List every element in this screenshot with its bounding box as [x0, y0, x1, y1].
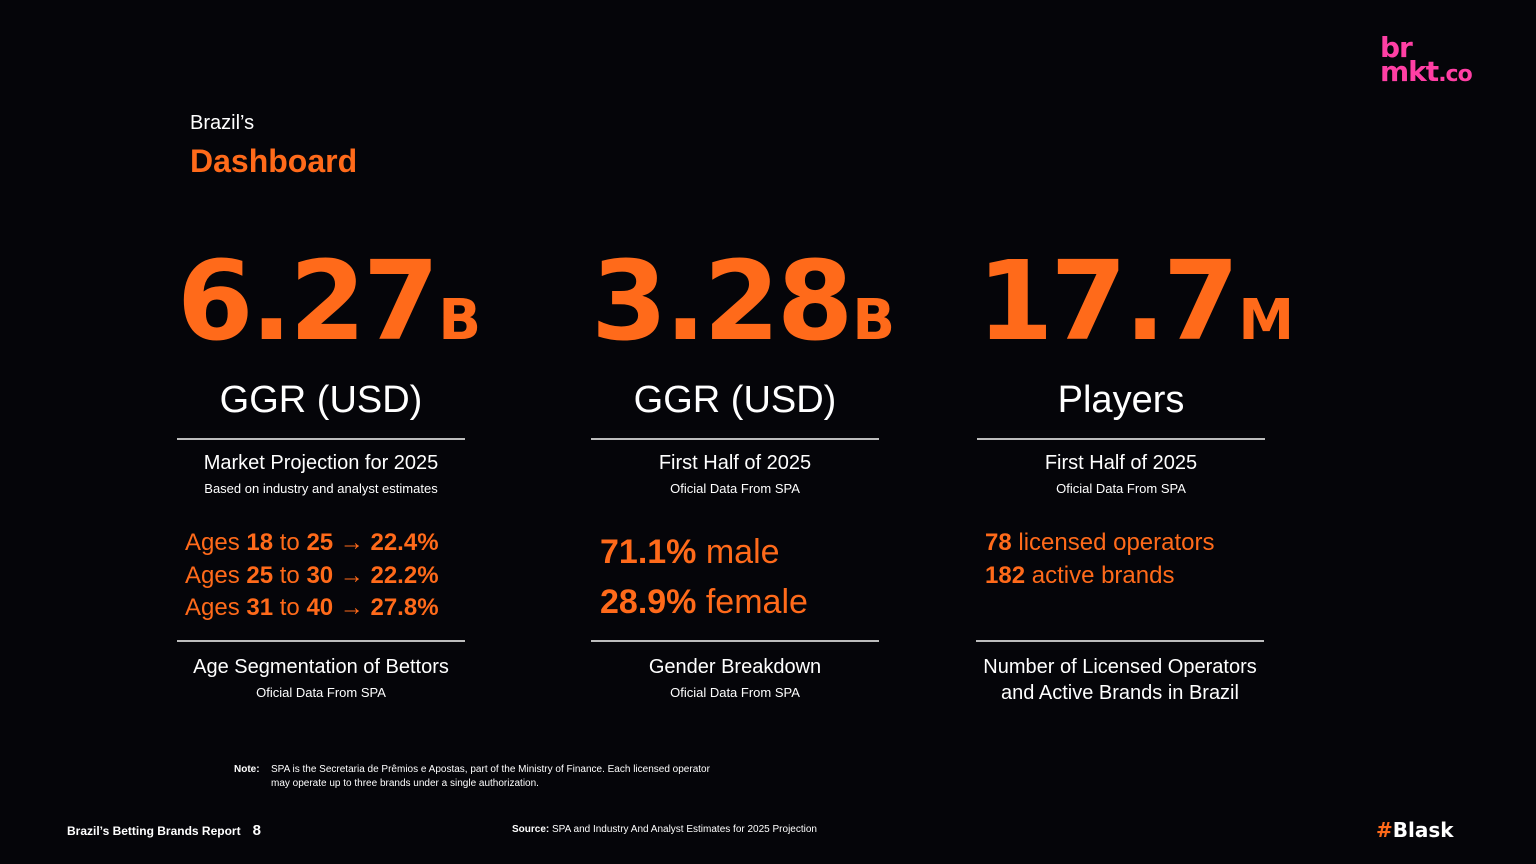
gender-label: female — [696, 583, 808, 621]
gender-source: Oficial Data From SPA — [670, 685, 800, 700]
footnote-text: SPA is the Secretaria de Prêmios e Apost… — [271, 764, 710, 789]
age-from: 31 — [246, 594, 274, 621]
metric-note: Based on industry and analyst estimates — [204, 481, 438, 496]
metric-number: 6.27 — [177, 237, 439, 365]
report-footer: Brazil’s Betting Brands Report 8 — [67, 822, 261, 839]
operators-row: 78 licensed operators — [985, 527, 1214, 560]
divider — [591, 640, 879, 642]
age-from: 25 — [246, 561, 274, 589]
arrow-icon: → — [333, 594, 371, 621]
metric-label: Players — [1057, 379, 1185, 421]
gender-pct: 71.1% — [600, 533, 697, 571]
logo-mkt: mkt — [1380, 55, 1439, 88]
age-pct: 22.2% — [370, 561, 439, 589]
metric-suffix: B — [438, 288, 482, 353]
metric-label: GGR (USD) — [219, 379, 423, 421]
age-source: Oficial Data From SPA — [256, 685, 386, 700]
metric-subtitle: First Half of 2025 — [658, 452, 812, 474]
age-prefix: Ages — [185, 594, 247, 621]
metric-subtitle: Market Projection for 2025 — [203, 452, 439, 474]
gender-row: 71.1% male — [600, 527, 808, 577]
age-row: Ages 25 to 30 → 22.2% — [185, 560, 439, 593]
gender-caption: Gender Breakdown — [648, 656, 822, 678]
page-number: 8 — [252, 822, 261, 839]
divider — [591, 438, 879, 440]
logo-line-1: br — [1380, 31, 1413, 64]
age-to-word: to — [273, 529, 307, 556]
brands-count: 182 — [985, 561, 1026, 589]
age-pct: 27.8% — [370, 594, 439, 621]
arrow-icon: → — [333, 529, 371, 556]
logo-co: .co — [1438, 62, 1473, 87]
age-caption: Age Segmentation of Bettors — [193, 656, 449, 678]
age-pct: 22.4% — [370, 529, 439, 556]
logo-line-2: mkt.co — [1380, 58, 1473, 87]
operators-list: 78 licensed operators 182 active brands — [985, 527, 1214, 592]
source-label: Source: — [512, 824, 550, 835]
divider — [976, 640, 1264, 642]
age-prefix: Ages — [185, 561, 247, 589]
divider — [977, 438, 1265, 440]
operators-count: 78 — [985, 529, 1012, 556]
metric-value: 17.7M — [977, 246, 1294, 376]
source-text: SPA and Industry And Analyst Estimates f… — [549, 824, 817, 835]
age-to: 30 — [306, 561, 334, 589]
source-line: Source: SPA and Industry And Analyst Est… — [512, 824, 817, 835]
gender-row: 28.9% female — [600, 577, 808, 627]
age-row: Ages 31 to 40 → 27.8% — [185, 592, 439, 625]
metric-card-first-half-ggr: 3.28B GGR (USD) First Half of 2025 Ofici… — [591, 246, 895, 498]
metric-note: Oficial Data From SPA — [670, 481, 800, 496]
arrow-icon: → — [333, 561, 371, 589]
blask-name: Blask — [1392, 818, 1454, 842]
blask-hash: # — [1376, 818, 1393, 842]
metric-subtitle: First Half of 2025 — [1044, 452, 1198, 474]
age-to-word: to — [273, 561, 307, 589]
age-from: 18 — [246, 529, 274, 556]
gender-caption-block: Gender Breakdown Oficial Data From SPA — [591, 640, 879, 702]
metric-value: 6.27B — [177, 246, 481, 376]
operators-caption-line-1: Number of Licensed Operators — [983, 656, 1257, 678]
operators-label: licensed operators — [1011, 529, 1215, 556]
footnote-label: Note: — [234, 764, 260, 775]
divider — [177, 640, 465, 642]
age-row: Ages 18 to 25 → 22.4% — [185, 527, 439, 560]
gender-breakdown-list: 71.1% male 28.9% female — [600, 527, 808, 627]
metric-suffix: B — [852, 288, 896, 353]
metric-number: 17.7 — [977, 237, 1239, 365]
metric-note: Oficial Data From SPA — [1056, 481, 1186, 496]
page-eyebrow: Brazil’s — [190, 112, 255, 134]
page-title: Dashboard — [190, 143, 358, 179]
operators-row: 182 active brands — [985, 560, 1214, 593]
blask-logo: #Blask — [1376, 818, 1454, 842]
age-to-word: to — [273, 594, 307, 621]
metric-label: GGR (USD) — [633, 379, 837, 421]
metric-value: 3.28B — [591, 246, 895, 376]
gender-pct: 28.9% — [600, 583, 697, 621]
metric-card-players: 17.7M Players First Half of 2025 Oficial… — [977, 246, 1294, 498]
age-segmentation-list: Ages 18 to 25 → 22.4% Ages 25 to 30 → 22… — [185, 527, 439, 625]
age-prefix: Ages — [185, 529, 247, 556]
age-to: 40 — [306, 594, 334, 621]
brmkt-logo: br mkt.co — [1380, 31, 1473, 87]
brands-label: active brands — [1025, 561, 1175, 589]
operators-caption-block: Number of Licensed Operators and Active … — [976, 640, 1264, 706]
metric-number: 3.28 — [591, 237, 853, 365]
report-title: Brazil’s Betting Brands Report — [67, 824, 241, 838]
metric-card-market-projection: 6.27B GGR (USD) Market Projection for 20… — [177, 246, 481, 498]
divider — [177, 438, 465, 440]
metric-suffix: M — [1238, 288, 1295, 353]
operators-caption-line-2: and Active Brands in Brazil — [1001, 682, 1239, 704]
gender-label: male — [696, 533, 780, 571]
age-to: 25 — [306, 529, 334, 556]
age-caption-block: Age Segmentation of Bettors Oficial Data… — [177, 640, 465, 702]
